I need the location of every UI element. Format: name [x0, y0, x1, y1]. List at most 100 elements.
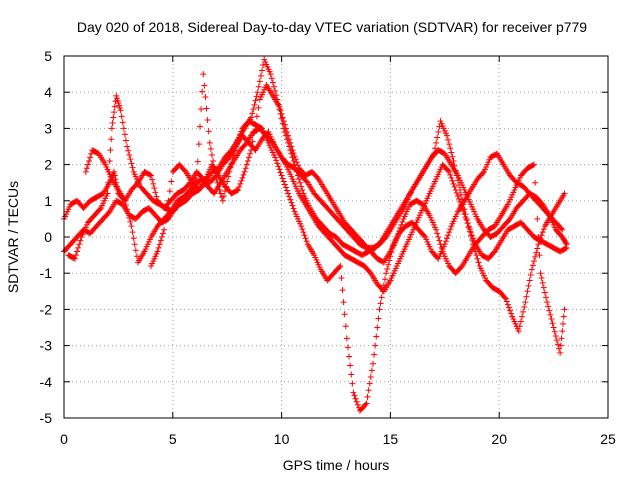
data-point — [253, 93, 260, 100]
data-point — [522, 299, 529, 306]
x-tick-label: 0 — [60, 431, 68, 447]
data-point — [501, 294, 508, 301]
data-point — [526, 277, 533, 284]
data-point — [384, 265, 391, 272]
data-point — [350, 389, 357, 396]
data-point — [251, 130, 258, 137]
data-point — [151, 185, 158, 192]
data-point — [248, 147, 255, 154]
data-point — [455, 182, 462, 189]
data-point — [529, 262, 536, 269]
data-point — [376, 306, 383, 313]
data-point — [150, 180, 157, 187]
data-point — [208, 151, 215, 158]
data-point — [282, 125, 289, 132]
data-point — [457, 186, 464, 193]
data-point — [268, 138, 275, 145]
data-point — [156, 241, 163, 248]
data-point — [227, 164, 234, 171]
data-point — [152, 189, 159, 196]
data-point — [445, 136, 452, 143]
data-point — [249, 110, 256, 117]
x-tick-label: 5 — [169, 431, 177, 447]
data-point — [371, 351, 378, 358]
data-point — [559, 328, 566, 335]
data-point — [338, 275, 345, 282]
data-point — [131, 241, 138, 248]
data-point — [515, 328, 522, 335]
data-point — [240, 171, 247, 178]
data-point — [287, 139, 294, 146]
x-tick-label: 20 — [491, 431, 507, 447]
data-point — [146, 171, 153, 178]
data-point — [395, 230, 402, 237]
data-point — [86, 157, 93, 164]
data-point — [128, 223, 135, 230]
data-point — [443, 235, 450, 242]
data-point — [236, 134, 243, 141]
data-point — [168, 178, 175, 185]
data-point — [105, 209, 112, 216]
data-point — [466, 228, 473, 235]
y-tick-label: 4 — [44, 84, 52, 100]
data-point — [76, 241, 83, 248]
data-point — [445, 167, 452, 174]
data-point — [380, 282, 387, 289]
data-point — [453, 189, 460, 196]
data-point — [452, 167, 459, 174]
series-sat-e — [148, 81, 568, 356]
data-point — [130, 235, 137, 242]
data-point — [344, 344, 351, 351]
data-point — [158, 234, 165, 240]
data-point — [125, 147, 132, 154]
y-tick-label: -5 — [40, 410, 53, 426]
data-point — [288, 143, 295, 150]
data-point — [561, 190, 568, 197]
data-point — [503, 298, 510, 305]
data-point — [219, 197, 226, 204]
data-point — [341, 311, 348, 318]
data-point — [245, 154, 252, 161]
series-sat-a — [61, 129, 570, 251]
data-point — [528, 266, 535, 273]
data-point — [252, 121, 259, 128]
data-point — [373, 333, 380, 340]
data-point — [204, 116, 211, 123]
data-point — [453, 172, 460, 179]
data-point — [84, 161, 91, 168]
data-point — [447, 145, 454, 152]
data-point — [129, 164, 136, 171]
data-point — [454, 177, 461, 184]
data-point — [296, 176, 303, 183]
data-point — [111, 168, 118, 175]
y-tick-label: 1 — [44, 193, 52, 209]
data-point — [365, 387, 372, 394]
data-point — [270, 83, 277, 90]
data-point — [224, 178, 231, 185]
data-point — [133, 253, 140, 260]
data-point — [202, 94, 209, 101]
data-point — [531, 161, 538, 168]
data-point — [336, 264, 343, 271]
data-point — [237, 180, 244, 187]
data-point — [290, 205, 297, 212]
data-point — [536, 252, 543, 259]
data-point — [279, 114, 286, 121]
data-point — [111, 109, 118, 116]
data-point — [77, 237, 84, 244]
data-point — [442, 238, 449, 245]
data-point — [561, 306, 568, 313]
data-point — [366, 380, 373, 387]
data-point — [377, 300, 384, 307]
data-point — [235, 186, 242, 193]
tick-labels: -5 -4 -3 -2 -1 0 1 2 3 4 5 0 5 10 15 20 25 — [40, 48, 616, 447]
data-point — [552, 332, 559, 339]
data-point — [289, 147, 296, 154]
y-tick-label: -3 — [40, 338, 53, 354]
data-point — [294, 162, 301, 169]
data-point — [532, 179, 539, 186]
data-point — [111, 172, 118, 179]
data-point — [434, 134, 441, 141]
data-point — [206, 139, 213, 146]
data-point — [533, 249, 540, 256]
